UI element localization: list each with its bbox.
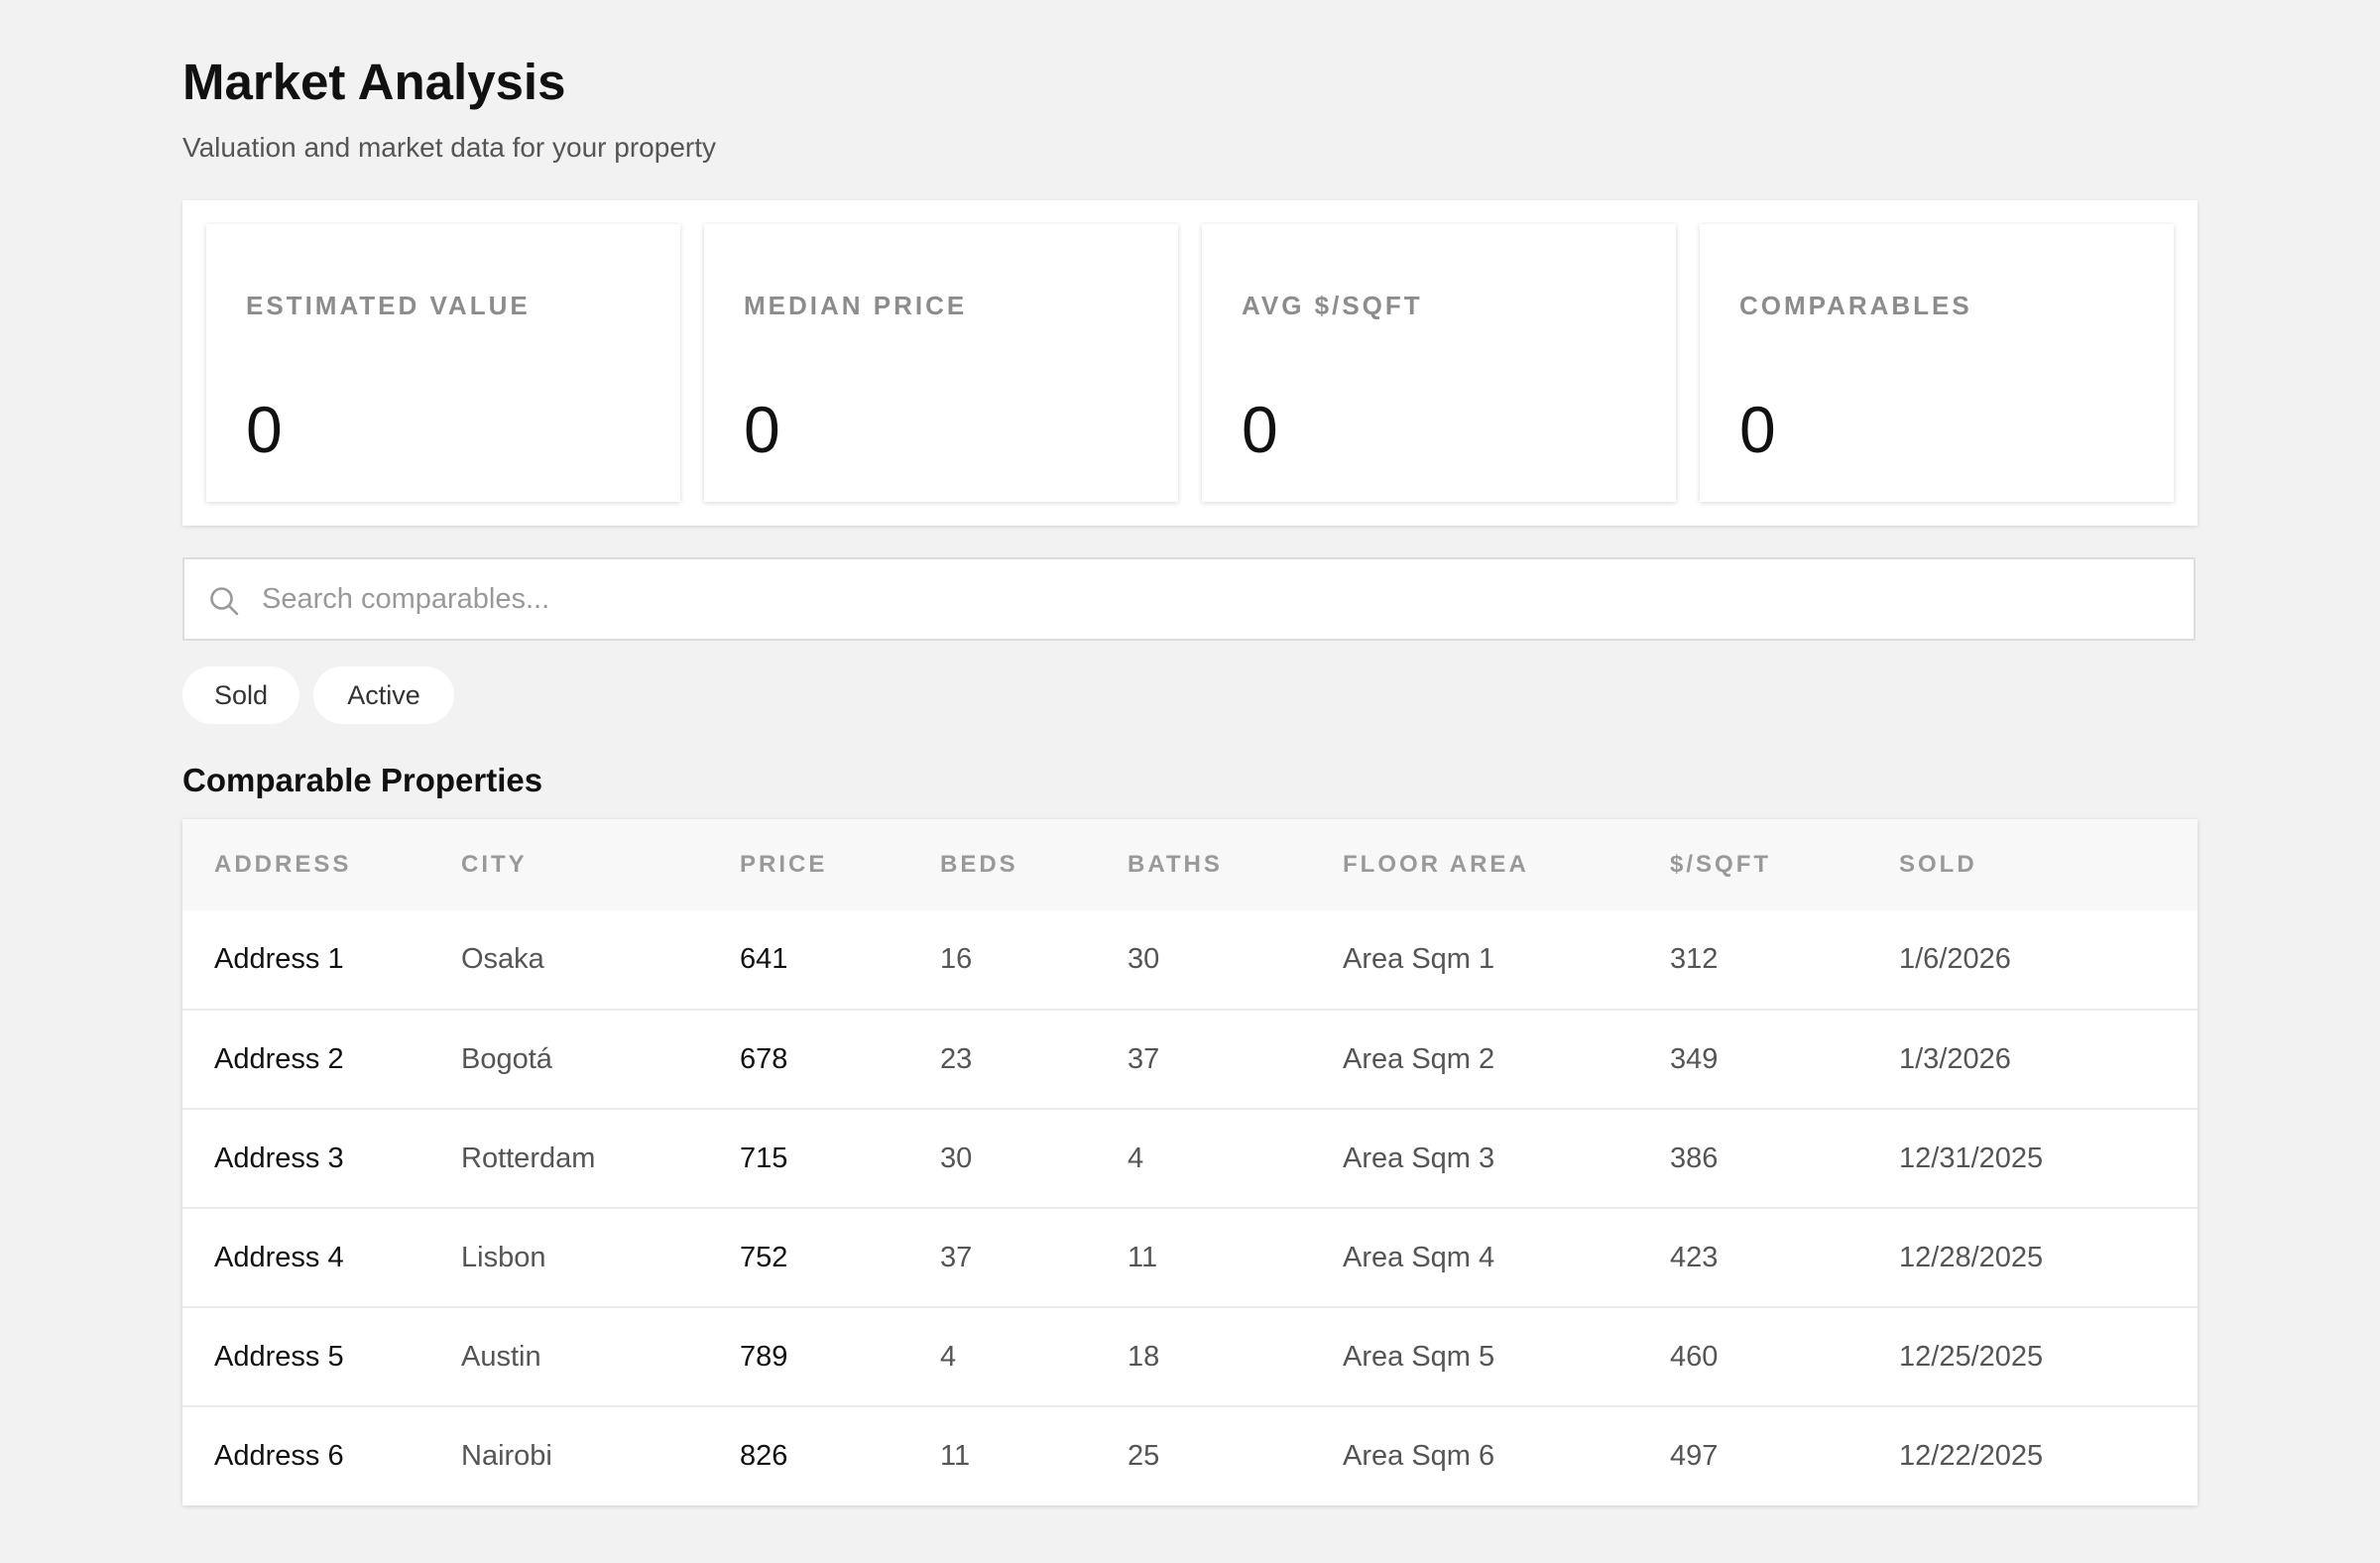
cell-price-per-sqft: 497 [1670, 1440, 1719, 1472]
table-row[interactable]: Address 4 Lisbon 752 37 11 Area Sqm 4 42… [182, 1208, 2198, 1307]
cell-city: Austin [461, 1340, 541, 1373]
table-row[interactable]: Address 3 Rotterdam 715 30 4 Area Sqm 3 … [182, 1109, 2198, 1208]
cell-price: 789 [740, 1340, 788, 1373]
cell-price: 678 [740, 1042, 788, 1075]
cell-beds: 11 [940, 1440, 971, 1472]
column-header-price[interactable]: PRICE [740, 851, 828, 878]
cell-beds: 37 [940, 1241, 973, 1273]
filter-chip-active[interactable]: Active [313, 666, 454, 724]
stat-card-median-price: MEDIAN PRICE 0 [704, 224, 1178, 502]
page-title: Market Analysis [182, 54, 566, 110]
stat-card-estimated-value: ESTIMATED VALUE 0 [206, 224, 680, 502]
cell-baths: 18 [1128, 1340, 1160, 1373]
stat-value: 0 [246, 393, 283, 466]
cell-baths: 25 [1128, 1440, 1160, 1472]
column-header-sold[interactable]: SOLD [1899, 851, 1977, 878]
stat-card-comparables: COMPARABLES 0 [1700, 224, 2174, 502]
cell-floor-area: Area Sqm 5 [1343, 1340, 1495, 1373]
page-subtitle: Valuation and market data for your prope… [182, 132, 717, 163]
column-header-floor-area[interactable]: FLOOR AREA [1343, 851, 1529, 878]
table-row[interactable]: Address 1 Osaka 641 16 30 Area Sqm 1 312… [182, 910, 2198, 1010]
cell-address: Address 2 [214, 1042, 344, 1075]
cell-price: 641 [740, 943, 788, 975]
cell-sold-date: 12/25/2025 [1899, 1340, 2044, 1373]
stat-value: 0 [744, 393, 780, 466]
search-box[interactable] [182, 557, 2196, 641]
cell-price-per-sqft: 312 [1670, 943, 1719, 975]
stats-panel: ESTIMATED VALUE 0 MEDIAN PRICE 0 AVG $/S… [182, 200, 2198, 526]
cell-floor-area: Area Sqm 6 [1343, 1440, 1495, 1472]
cell-beds: 4 [940, 1340, 957, 1373]
comparables-table: ADDRESS CITY PRICE BEDS BATHS FLOOR AREA… [182, 819, 2198, 1505]
cell-address: Address 4 [214, 1241, 344, 1273]
cell-address: Address 6 [214, 1440, 344, 1472]
cell-sold-date: 12/28/2025 [1899, 1241, 2044, 1273]
stat-label: AVG $/SQFT [1242, 291, 1423, 320]
column-header-beds[interactable]: BEDS [940, 851, 1018, 878]
cell-floor-area: Area Sqm 4 [1343, 1241, 1495, 1273]
stat-value: 0 [1739, 393, 1776, 466]
comparables-table-card: ADDRESS CITY PRICE BEDS BATHS FLOOR AREA… [182, 819, 2198, 1505]
cell-beds: 30 [940, 1142, 973, 1174]
cell-price-per-sqft: 386 [1670, 1142, 1719, 1174]
column-header-baths[interactable]: BATHS [1128, 851, 1223, 878]
cell-floor-area: Area Sqm 2 [1343, 1042, 1495, 1075]
cell-city: Bogotá [461, 1042, 552, 1075]
table-row[interactable]: Address 2 Bogotá 678 23 37 Area Sqm 2 34… [182, 1010, 2198, 1109]
cell-floor-area: Area Sqm 3 [1343, 1142, 1495, 1174]
cell-baths: 37 [1128, 1042, 1160, 1075]
comparables-section-title: Comparable Properties [182, 762, 543, 798]
cell-address: Address 5 [214, 1340, 344, 1373]
cell-sold-date: 1/6/2026 [1899, 943, 2011, 975]
search-icon [208, 585, 240, 617]
stat-label: MEDIAN PRICE [744, 291, 968, 320]
stat-label: ESTIMATED VALUE [246, 291, 531, 320]
cell-floor-area: Area Sqm 1 [1343, 943, 1495, 975]
cell-city: Osaka [461, 943, 544, 975]
stat-card-avg-price-per-sqft: AVG $/SQFT 0 [1202, 224, 1676, 502]
table-row[interactable]: Address 6 Nairobi 826 11 25 Area Sqm 6 4… [182, 1406, 2198, 1505]
cell-price-per-sqft: 423 [1670, 1241, 1719, 1273]
cell-city: Nairobi [461, 1440, 552, 1472]
cell-price: 826 [740, 1440, 788, 1472]
stat-value: 0 [1242, 393, 1278, 466]
cell-price-per-sqft: 349 [1670, 1042, 1719, 1075]
cell-city: Rotterdam [461, 1142, 596, 1174]
cell-baths: 30 [1128, 943, 1160, 975]
cell-address: Address 1 [214, 943, 344, 975]
cell-beds: 16 [940, 943, 973, 975]
cell-price-per-sqft: 460 [1670, 1340, 1719, 1373]
cell-sold-date: 12/22/2025 [1899, 1440, 2044, 1472]
cell-price: 715 [740, 1142, 788, 1174]
cell-baths: 4 [1128, 1142, 1144, 1174]
cell-sold-date: 1/3/2026 [1899, 1042, 2011, 1075]
cell-city: Lisbon [461, 1241, 546, 1273]
cell-sold-date: 12/31/2025 [1899, 1142, 2044, 1174]
search-input[interactable] [262, 569, 2166, 629]
cell-price: 752 [740, 1241, 788, 1273]
column-header-price-per-sqft[interactable]: $/SQFT [1670, 851, 1772, 878]
filter-chip-sold[interactable]: Sold [182, 666, 299, 724]
cell-baths: 11 [1128, 1241, 1158, 1273]
table-row[interactable]: Address 5 Austin 789 4 18 Area Sqm 5 460… [182, 1307, 2198, 1406]
table-header-row: ADDRESS CITY PRICE BEDS BATHS FLOOR AREA… [182, 819, 2198, 910]
column-header-city[interactable]: CITY [461, 851, 528, 878]
cell-beds: 23 [940, 1042, 973, 1075]
cell-address: Address 3 [214, 1142, 344, 1174]
stat-label: COMPARABLES [1739, 291, 1972, 320]
column-header-address[interactable]: ADDRESS [214, 851, 352, 878]
